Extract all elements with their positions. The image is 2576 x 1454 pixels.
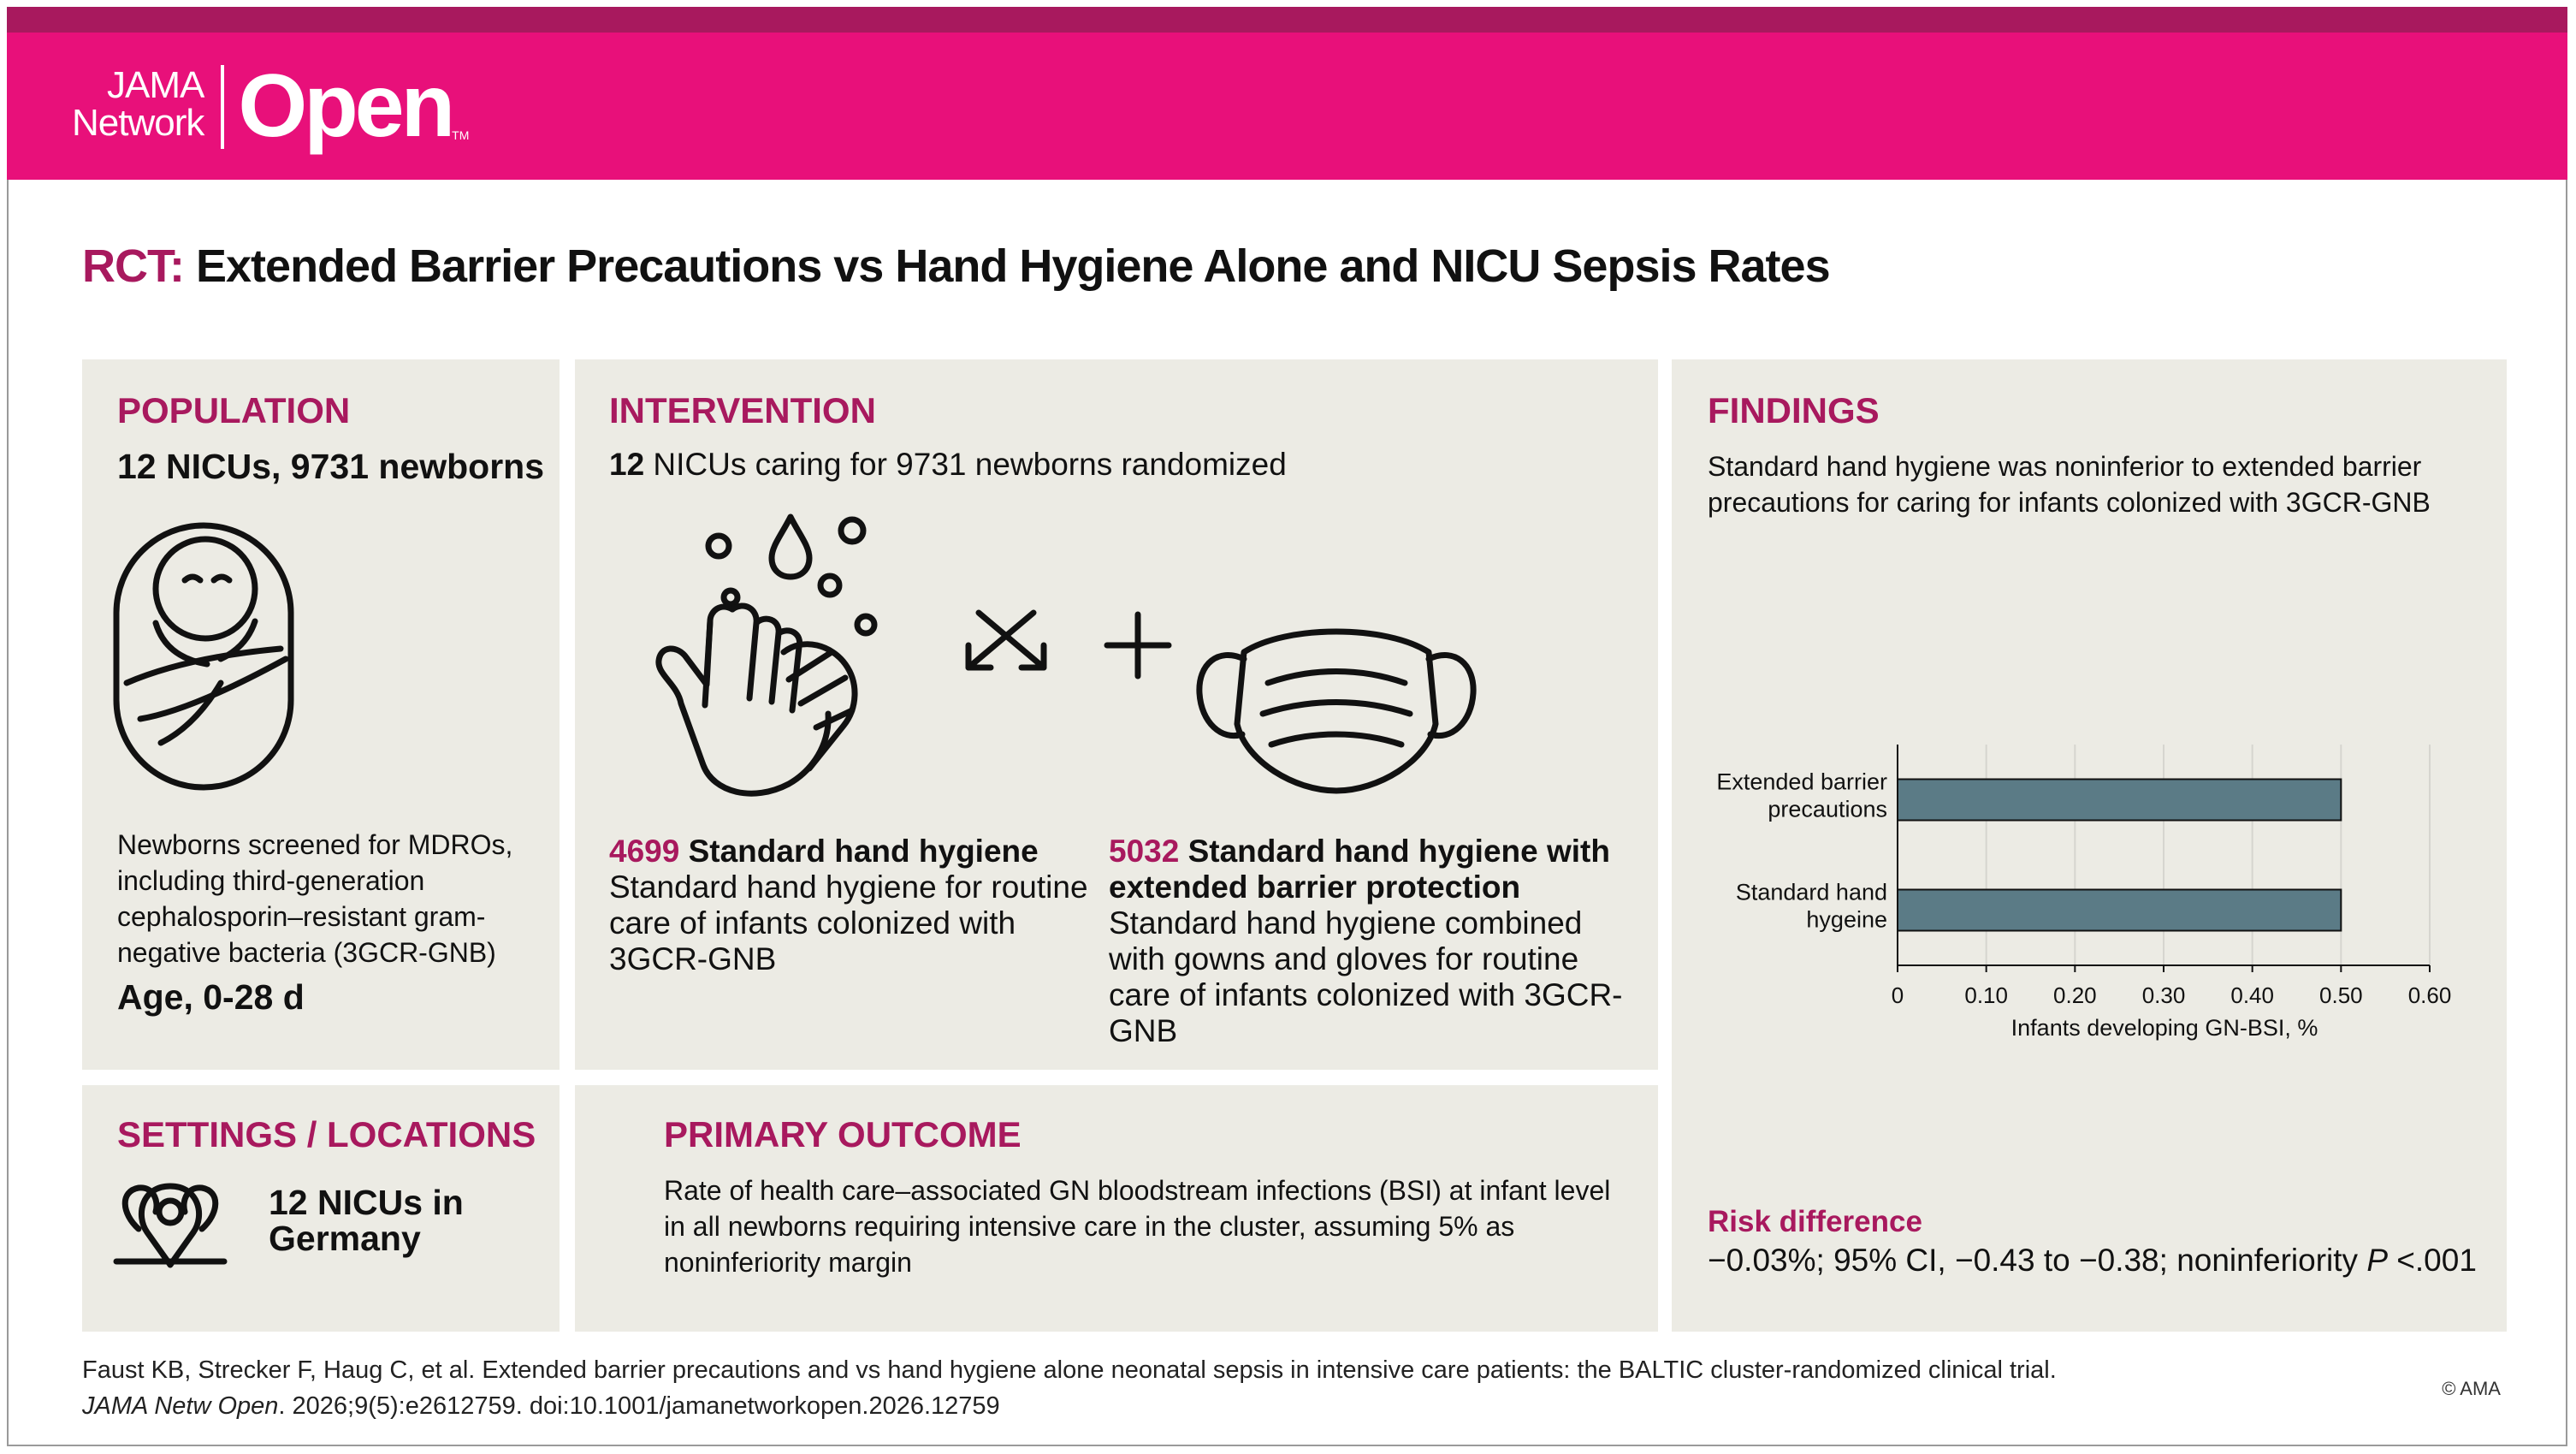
- chart-category-label: hygeine: [1806, 907, 1887, 933]
- copyright: © AMA: [2442, 1378, 2501, 1399]
- outcome-text: Rate of health care–associated GN bloods…: [664, 1175, 1611, 1278]
- population-heading: POPULATION: [117, 390, 351, 430]
- findings-panel: [1672, 359, 2507, 1332]
- risk-heading: Risk difference: [1708, 1205, 1922, 1238]
- findings-heading: FINDINGS: [1708, 390, 1880, 430]
- risk-p-value: <.001: [2388, 1243, 2477, 1278]
- chart-tick-label: 0.60: [2408, 982, 2452, 1008]
- title-text: Extended Barrier Precautions vs Hand Hyg…: [196, 240, 1831, 292]
- chart-category-label: Standard hand: [1736, 880, 1887, 905]
- header-banner: [7, 33, 2567, 180]
- intervention-panel: [575, 359, 1658, 1070]
- chart-tick-label: 0.40: [2230, 982, 2274, 1008]
- risk-p: P: [2366, 1243, 2388, 1278]
- arm1-description: Standard hand hygiene for routine care o…: [609, 869, 1088, 976]
- arm2-title: 5032 Standard hand hygiene with extended…: [1109, 834, 1639, 905]
- chart-tick-label: 0.50: [2319, 982, 2363, 1008]
- intervention-heading: INTERVENTION: [609, 390, 876, 430]
- findings-chart: 0 0.10 0.20 0.30 0.40 0.50 0.60 Extended barri…: [1716, 745, 2452, 1041]
- face-mask-icon: [1196, 628, 1477, 794]
- settings-text: 12 NICUs in Germany: [269, 1183, 464, 1258]
- intervention-lead: 12 NICUs caring for 9731 newborns random…: [609, 447, 1287, 483]
- chart-x-axis-label: Infants developing GN-BSI, %: [2011, 1015, 2318, 1041]
- citation: Faust KB, Strecker F, Haug C, et al. Ext…: [82, 1352, 2057, 1424]
- logo-line-2: Network: [72, 102, 204, 144]
- chart-tick-label: 0.20: [2053, 982, 2097, 1008]
- top-strip: [7, 7, 2567, 33]
- chart-bar: [1897, 888, 2342, 932]
- arm1-title: 4699 Standard hand hygiene: [609, 834, 1088, 869]
- title-prefix: RCT:: [82, 240, 185, 292]
- swaddled-baby-icon: [113, 522, 294, 791]
- population-age: Age, 0-28 d: [117, 977, 305, 1017]
- chart-tick-label: 0.10: [1964, 982, 2008, 1008]
- chart-tick-label: 0: [1892, 982, 1904, 1008]
- arm2-count: 5032: [1109, 834, 1180, 869]
- jama-network-open-logo: JAMA Network Open TM: [72, 56, 470, 156]
- arm2-block: 5032 Standard hand hygiene with extended…: [1109, 834, 1639, 1049]
- citation-journal: JAMA Netw Open: [82, 1392, 279, 1420]
- logo-line-1: JAMA: [107, 64, 204, 106]
- population-summary: 12 NICUs, 9731 newborns: [117, 447, 545, 486]
- arm1-block: 4699 Standard hand hygiene Standard hand…: [609, 834, 1088, 977]
- citation-details: . 2026;9(5):e2612759. doi:10.1001/jamane…: [278, 1392, 1000, 1420]
- plus-icon: [1104, 611, 1172, 680]
- findings-summary: Standard hand hygiene was noninferior to…: [1708, 451, 2431, 518]
- chart-category-label: Extended barrier: [1716, 769, 1887, 795]
- arm2-name: Standard hand hygiene with extended barr…: [1109, 834, 1610, 905]
- citation-line-1: Faust KB, Strecker F, Haug C, et al. Ext…: [82, 1356, 2057, 1384]
- chart-category-label: precautions: [1768, 797, 1887, 822]
- page-title: RCT: Extended Barrier Precautions vs Han…: [82, 240, 1831, 293]
- intervention-lead-text: NICUs caring for 9731 newborns randomize…: [644, 447, 1287, 482]
- hand-washing-icon: [655, 513, 878, 797]
- location-pins-icon: [113, 1183, 228, 1268]
- outcome-panel: [575, 1085, 1658, 1332]
- logo-divider: [221, 65, 225, 149]
- logo-word: Open: [238, 56, 455, 156]
- chart-bar: [1897, 778, 2342, 822]
- population-description: Newborns screened for MDROs, including t…: [117, 829, 513, 968]
- outcome-heading: PRIMARY OUTCOME: [664, 1114, 1022, 1154]
- arm2-description: Standard hand hygiene combined with gown…: [1109, 905, 1623, 1048]
- settings-heading: SETTINGS / LOCATIONS: [117, 1114, 536, 1154]
- arm1-count: 4699: [609, 834, 680, 869]
- risk-text: −0.03%; 95% CI, −0.43 to −0.38; noninfer…: [1708, 1243, 2477, 1279]
- citation-line-2: JAMA Netw Open. 2026;9(5):e2612759. doi:…: [82, 1388, 2057, 1424]
- randomize-arrows-icon: [965, 609, 1047, 671]
- chart-tick-label: 0.30: [2142, 982, 2186, 1008]
- logo-tm: TM: [452, 128, 470, 142]
- risk-values: −0.03%; 95% CI, −0.43 to −0.38; noninfer…: [1708, 1243, 2367, 1278]
- arm1-name: Standard hand hygiene: [679, 834, 1039, 869]
- intervention-lead-number: 12: [609, 447, 645, 482]
